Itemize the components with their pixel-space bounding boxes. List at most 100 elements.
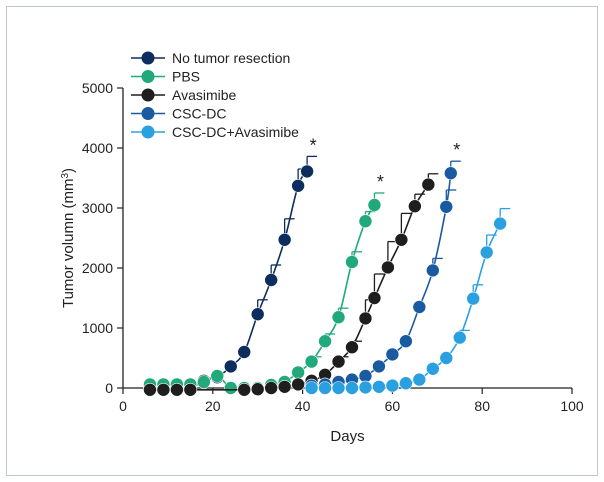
data-point <box>358 214 373 228</box>
data-point <box>291 365 305 380</box>
data-point <box>277 379 292 394</box>
data-point <box>426 263 440 278</box>
x-tick-label: 80 <box>474 398 490 414</box>
significance-marker: * <box>377 172 384 192</box>
legend-label: No tumor resection <box>172 50 290 66</box>
data-point <box>143 382 157 397</box>
data-point <box>264 273 278 287</box>
legend-label: CSC-DC+Avasimibe <box>172 124 299 140</box>
data-point <box>250 307 265 322</box>
legend-marker <box>141 51 155 65</box>
legend-marker <box>141 107 155 120</box>
y-ticks: 0 1000 2000 3000 4000 5000 <box>82 80 123 396</box>
y-axis-title: Tumor volumn (mm3) <box>60 168 77 308</box>
x-tick-label: 100 <box>560 398 584 414</box>
data-point <box>300 164 314 179</box>
x-axis-title: Days <box>330 428 364 445</box>
data-point <box>291 377 305 392</box>
data-point <box>331 310 346 325</box>
x-tick-label: 0 <box>119 398 127 414</box>
data-point <box>345 340 359 355</box>
data-point <box>331 381 346 395</box>
legend-item: Avasimibe <box>131 87 237 103</box>
series-line <box>149 170 308 390</box>
y-axis-title-end: ) <box>60 168 77 173</box>
data-point <box>372 379 386 394</box>
series-1: * <box>143 172 385 395</box>
data-point <box>426 361 440 376</box>
legend-marker <box>141 88 155 102</box>
data-point <box>237 382 252 397</box>
data-point <box>399 376 413 391</box>
data-point <box>223 359 238 374</box>
legend-marker <box>141 70 155 83</box>
data-point <box>479 245 494 260</box>
data-point <box>399 334 413 349</box>
data-point <box>443 166 458 180</box>
legend-label: CSC-DC <box>172 106 226 122</box>
x-tick-label: 60 <box>385 398 401 414</box>
data-point <box>439 200 454 214</box>
data-point <box>264 381 278 395</box>
data-point <box>412 372 427 387</box>
data-point <box>223 381 238 395</box>
data-point <box>385 378 400 393</box>
data-point <box>156 382 171 397</box>
series-0: * <box>143 135 318 395</box>
y-axis-title-main: Tumor volumn (mm <box>60 179 77 308</box>
data-point <box>210 369 225 383</box>
data-point <box>466 291 481 306</box>
data-point <box>394 233 409 247</box>
y-tick-label: 0 <box>105 380 113 396</box>
data-point <box>318 381 332 395</box>
legend-item: CSC-DC <box>131 106 226 122</box>
x-tick-label: 20 <box>205 398 221 414</box>
data-point <box>345 255 359 269</box>
data-point <box>318 334 332 349</box>
data-point <box>331 354 346 369</box>
legend-item: PBS <box>131 69 200 85</box>
significance-marker: * <box>453 140 460 160</box>
data-point <box>304 354 319 369</box>
data-point <box>183 382 198 397</box>
y-tick-label: 5000 <box>82 80 113 96</box>
data-point <box>452 330 467 345</box>
series-2 <box>143 173 439 397</box>
x-tick-label: 40 <box>295 398 311 414</box>
data-point <box>304 381 319 395</box>
chart-border <box>6 6 598 476</box>
data-point <box>421 177 436 192</box>
x-ticks: 0 20 40 60 80 100 <box>119 388 584 414</box>
data-point <box>493 216 507 231</box>
data-point <box>367 198 382 212</box>
data-point <box>291 179 305 193</box>
data-point <box>367 291 382 305</box>
y-axis-title-superscript: 3 <box>60 173 71 179</box>
legend-item: CSC-DC+Avasimibe <box>131 124 299 140</box>
data-point <box>197 375 211 389</box>
legend-marker <box>141 125 155 139</box>
data-point <box>408 199 422 213</box>
data-point <box>237 345 252 359</box>
legend-label: Avasimibe <box>172 87 237 103</box>
data-point <box>412 300 427 314</box>
significance-marker: * <box>310 135 317 155</box>
data-point <box>345 381 359 395</box>
data-point <box>358 311 373 326</box>
series-layer: * * * <box>143 135 511 397</box>
data-point <box>358 380 373 395</box>
y-tick-label: 1000 <box>82 320 113 336</box>
series-4 <box>304 207 511 395</box>
data-point <box>385 347 400 362</box>
y-tick-label: 3000 <box>82 200 113 216</box>
data-point <box>358 369 373 383</box>
data-point <box>439 351 454 365</box>
y-tick-label: 2000 <box>82 260 113 276</box>
legend: No tumor resection PBS Avasimibe CSC-DC CSC-… <box>131 50 299 140</box>
legend-label: PBS <box>172 69 200 85</box>
data-point <box>381 260 395 275</box>
data-point <box>250 382 265 397</box>
legend-item: No tumor resection <box>131 50 290 66</box>
